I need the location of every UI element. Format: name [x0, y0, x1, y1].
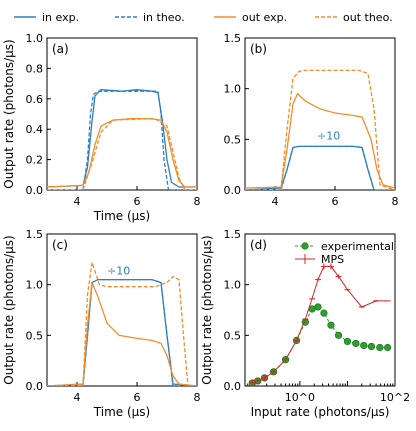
panel-a: 0.0 0.2 0.4 0.6 0.8 1.0 4 6 8 (a) Time (µs) Output … [2, 32, 201, 223]
x-tick-label: 8 [392, 195, 399, 208]
exp-point [327, 321, 335, 329]
y-tick-label: 1.5 [26, 228, 44, 241]
series-in-exp [47, 278, 197, 386]
x-tick-label: 10^2 [380, 391, 410, 404]
y-axis-label: Output rate (photons/µs) [2, 39, 16, 188]
y-tick-label: 1.0 [26, 32, 44, 45]
legend-label-3: out theo. [343, 11, 393, 24]
y-tick-label: 0.0 [224, 380, 242, 393]
x-tick-label: 8 [194, 391, 201, 404]
axes-frame [46, 233, 198, 387]
panel-c: 0.0 0.5 1.0 1.5 4 6 8 (c) ÷10 Time (µs) Output rat… [2, 228, 201, 419]
axes-frame [244, 233, 396, 387]
annotation-divide: ÷10 [107, 265, 130, 278]
series-mps-line [252, 265, 388, 384]
y-tick-label: 0.2 [26, 154, 44, 167]
plot-area [248, 263, 392, 386]
y-axis-label: Output rate (photons/µs) [2, 235, 16, 384]
plot-area [47, 89, 197, 190]
x-tick-label: 4 [74, 391, 81, 404]
x-axis-label: Input rate (photons/µs) [251, 405, 390, 419]
y-tick-label: 1.5 [224, 228, 242, 241]
exp-point [360, 341, 368, 350]
legend-label-2: out exp. [242, 11, 287, 24]
y-tick-label: 1.0 [26, 279, 44, 292]
plot-area [47, 262, 197, 386]
series-out-exp [245, 92, 395, 189]
series-out-exp [47, 282, 197, 386]
x-axis-label: Time (µs) [93, 209, 150, 223]
exp-point [314, 303, 322, 311]
legend-exp-marker [301, 242, 309, 250]
y-tick-label: 0.0 [26, 380, 44, 393]
x-tick-label: 8 [194, 195, 201, 208]
annotation-divide: ÷10 [317, 129, 340, 142]
y-tick-label: 1.5 [224, 32, 242, 45]
x-tick-label: 4 [74, 195, 81, 208]
panel-label: (c) [52, 238, 68, 252]
series-out-exp [47, 117, 197, 188]
y-tick-label: 0.5 [224, 329, 242, 342]
exp-point [384, 343, 392, 352]
series-in-theo [47, 278, 197, 386]
exp-point [352, 339, 360, 348]
series-in-theo [245, 145, 395, 190]
y-tick-label: 0.0 [224, 184, 242, 197]
y-tick-label: 1.0 [224, 83, 242, 96]
exp-point [334, 331, 343, 339]
x-tick-label: 4 [272, 195, 279, 208]
legend-label-d-1: MPS [321, 253, 344, 266]
y-tick-label: 0.6 [26, 93, 44, 106]
y-tick-label: 0.0 [26, 184, 44, 197]
axes-frame [46, 37, 198, 191]
legend-label-1: in theo. [143, 11, 185, 24]
series-in-theo [47, 90, 197, 190]
x-tick-label: 6 [134, 391, 141, 404]
axes-frame [244, 37, 396, 191]
y-tick-label: 0.4 [26, 123, 44, 136]
exp-point [320, 309, 328, 317]
y-tick-label: 0.5 [224, 133, 242, 146]
legend-label-0: in exp. [42, 11, 79, 24]
exp-point [367, 342, 376, 351]
exp-point [343, 337, 352, 346]
series-in-exp [47, 89, 197, 188]
series-out-theo [47, 117, 197, 190]
panel-b: 0.0 0.5 1.0 1.5 4 6 8 (b) ÷10 [224, 32, 399, 208]
y-tick-label: 0.5 [26, 329, 44, 342]
panel-label: (a) [52, 42, 69, 56]
panel-label: (d) [250, 238, 267, 252]
y-axis-label: Output rate (photons/µs) [200, 235, 214, 384]
x-tick-label: 10^0 [285, 391, 315, 404]
y-tick-label: 1.0 [224, 279, 242, 292]
plot-area [245, 69, 395, 190]
x-axis-label: Time (µs) [93, 405, 150, 419]
x-tick-label: 6 [134, 195, 141, 208]
series-out-theo [245, 69, 395, 190]
exp-point [376, 343, 384, 352]
y-tick-label: 0.8 [26, 62, 44, 75]
series-out-theo [47, 262, 197, 386]
x-tick-label: 6 [332, 195, 339, 208]
legend-label-d-0: experimental [321, 240, 394, 253]
panel-label: (b) [250, 42, 267, 56]
figure-legend: in exp. in theo. out exp. out theo. [14, 11, 393, 24]
